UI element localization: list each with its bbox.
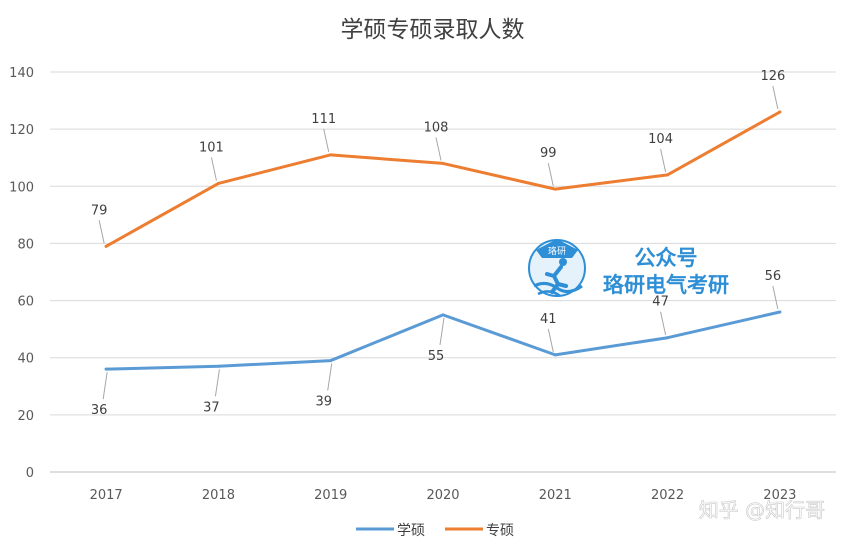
data-point [329, 359, 333, 363]
data-label: 41 [540, 312, 557, 327]
leader-line [772, 285, 779, 310]
chart-title: 学硕专硕录取人数 [340, 17, 525, 43]
legend: 学硕 专硕 [356, 523, 514, 539]
leader-line [323, 128, 330, 152]
data-labels: 36 37 39 55 41 47 56 79 101 111 108 99 104 126 [91, 69, 785, 418]
data-point [553, 187, 557, 191]
data-point [104, 367, 108, 371]
data-point [329, 153, 333, 157]
zhihu-credit: 知乎 @知行哥 [699, 498, 825, 522]
data-point [666, 336, 670, 340]
data-point [441, 161, 445, 165]
watermark-line1: 公众号 [635, 246, 698, 270]
series-layer [104, 110, 782, 371]
data-label: 99 [540, 146, 557, 161]
watermark: 珞研 公众号 珞研电气考研 [528, 239, 729, 298]
leader-line [210, 157, 217, 181]
data-point [553, 353, 557, 357]
data-point [216, 364, 220, 368]
data-label: 39 [315, 395, 332, 410]
data-label: 108 [424, 120, 449, 135]
data-label: 111 [311, 112, 336, 127]
gridlines [50, 71, 836, 473]
leader-line [547, 328, 554, 352]
data-point [778, 110, 782, 114]
y-axis-ticks: 0 20 40 60 80 100 120 140 [9, 66, 34, 481]
y-tick-label: 60 [17, 295, 34, 310]
legend-label: 学硕 [397, 523, 425, 539]
y-tick-label: 0 [26, 466, 34, 481]
x-tick-label: 2018 [202, 488, 235, 503]
watermark-line2: 珞研电气考研 [603, 273, 729, 297]
data-point [104, 244, 108, 248]
x-tick-label: 2020 [426, 488, 459, 503]
leader-line [660, 311, 667, 335]
data-label: 47 [652, 295, 669, 310]
leader-line [98, 220, 105, 244]
leader-line [547, 163, 554, 187]
x-axis-ticks: 2017 2018 2019 2020 2021 2022 2023 [90, 488, 797, 503]
x-tick-label: 2023 [763, 488, 796, 503]
leader-line [660, 148, 667, 172]
data-label: 36 [91, 403, 108, 418]
legend-label: 专硕 [486, 523, 514, 539]
y-tick-label: 80 [17, 237, 34, 252]
runner-logo-icon: 珞研 [528, 239, 586, 298]
leader-line [327, 363, 333, 391]
leader-line [439, 317, 445, 345]
leader-line [102, 372, 108, 400]
data-point [778, 310, 782, 314]
y-tick-label: 40 [17, 352, 34, 367]
y-tick-label: 20 [17, 409, 34, 424]
logo-text: 珞研 [548, 245, 566, 257]
data-label: 104 [648, 132, 673, 147]
leader-line [435, 137, 442, 161]
x-tick-label: 2021 [539, 488, 572, 503]
data-label: 101 [199, 140, 224, 155]
data-label: 56 [765, 269, 782, 284]
y-tick-label: 120 [9, 123, 34, 138]
data-label: 126 [760, 69, 785, 84]
data-label: 37 [203, 400, 220, 415]
data-label: 79 [91, 203, 108, 218]
y-tick-label: 100 [9, 180, 34, 195]
leader-line [214, 369, 220, 397]
data-point [441, 313, 445, 317]
x-tick-label: 2019 [314, 488, 347, 503]
x-tick-label: 2022 [651, 488, 684, 503]
y-tick-label: 140 [9, 66, 34, 81]
data-label: 55 [428, 349, 445, 364]
x-tick-label: 2017 [90, 488, 123, 503]
leader-line [772, 85, 779, 110]
data-point [216, 181, 220, 185]
data-point [666, 173, 670, 177]
